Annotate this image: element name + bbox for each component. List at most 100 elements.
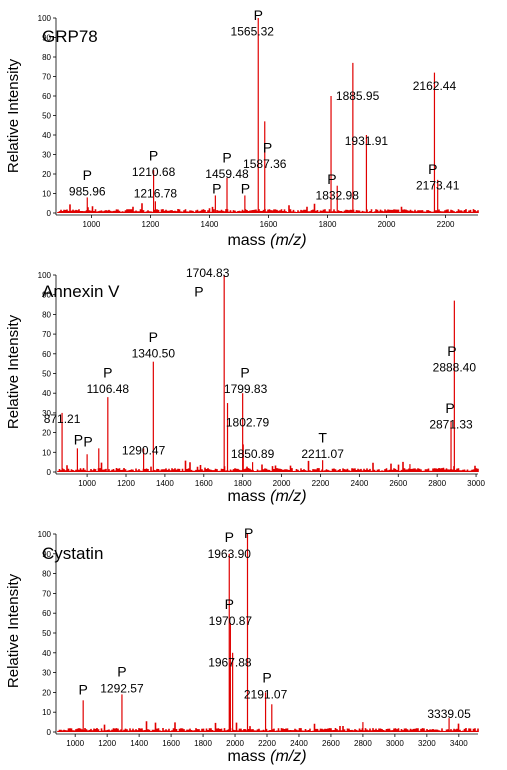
x-tick-label: 1600 — [195, 479, 213, 488]
peak-type-label: P — [445, 400, 454, 416]
panel-title: Annexin V — [42, 282, 120, 301]
x-tick-label: 1400 — [201, 220, 219, 229]
baseline-noise — [57, 721, 479, 732]
y-tick-label: 0 — [47, 468, 52, 477]
y-tick-label: 70 — [42, 73, 51, 82]
y-tick-label: 90 — [42, 550, 51, 559]
x-tick-label: 1400 — [130, 739, 148, 748]
spectrum-panel-3: 0 10 20 30 40 50 60 70 80 90 100 1000 1200 1400 1600 18… — [5, 525, 479, 765]
peak-type-label: P — [254, 7, 263, 23]
x-tick-label: 1400 — [156, 479, 174, 488]
x-tick-label: 1800 — [319, 220, 337, 229]
peak-mass-label: 2211.07 — [301, 447, 344, 461]
peak-mass-label: 1459.48 — [205, 167, 249, 181]
x-tick-label: 2000 — [378, 220, 396, 229]
y-axis-label: Relative Intensity — [5, 58, 22, 173]
peak-mass-label: 2888.40 — [433, 361, 477, 375]
peak-type-label: P — [212, 181, 221, 197]
peak-type-label: P — [103, 364, 112, 380]
x-tick-label: 1600 — [162, 739, 180, 748]
y-tick-label: 100 — [38, 530, 52, 539]
peak-mass-label: 985.96 — [69, 184, 106, 198]
peak-mass-label: 2871.33 — [429, 418, 473, 432]
baseline-noise — [57, 203, 479, 213]
x-tick-label: 2200 — [312, 479, 330, 488]
peak-mass-label: 1340.50 — [132, 347, 176, 361]
y-tick-label: 10 — [42, 448, 51, 457]
x-tick-label: 1600 — [260, 220, 278, 229]
x-tick-label: 1000 — [83, 220, 101, 229]
peak-mass-label: 2191.07 — [244, 687, 288, 701]
y-tick-label: 30 — [42, 151, 51, 160]
y-tick-label: 10 — [42, 190, 51, 199]
baseline-noise — [57, 460, 479, 472]
x-tick-label: 1200 — [98, 739, 116, 748]
y-tick-label: 90 — [42, 34, 51, 43]
x-tick-label: 3000 — [386, 739, 404, 748]
peak-mass-label: 871.21 — [44, 412, 81, 426]
y-tick-label: 80 — [42, 53, 51, 62]
peak-mass-label: 1970.87 — [209, 614, 253, 628]
peak-mass-label: 1210.68 — [132, 165, 176, 179]
x-tick-label: 3400 — [450, 739, 468, 748]
y-tick-label: 20 — [42, 688, 51, 697]
x-tick-label: 1200 — [142, 220, 160, 229]
peak-mass-label: 1967.88 — [208, 656, 252, 670]
y-tick-label: 0 — [47, 728, 52, 737]
x-tick-label: 2800 — [354, 739, 372, 748]
peak-type-label: P — [327, 171, 336, 187]
y-tick-label: 20 — [42, 170, 51, 179]
x-tick-label: 2200 — [258, 739, 276, 748]
peak-mass-label: 1106.48 — [87, 382, 130, 396]
peak-type-label: P — [83, 433, 92, 449]
y-tick-label: 50 — [42, 370, 51, 379]
peak-type-label: P — [263, 140, 272, 156]
peak-mass-label: 1292.57 — [100, 681, 144, 695]
peak-type-label: P — [149, 147, 158, 163]
y-tick-label: 100 — [38, 14, 52, 23]
peak-type-label: P — [74, 431, 83, 447]
panel-title: Cystatin — [42, 544, 103, 563]
y-tick-label: 60 — [42, 350, 51, 359]
peak-mass-label: 2173.41 — [416, 179, 460, 193]
x-tick-label: 2000 — [226, 739, 244, 748]
peak-mass-label: 1963.90 — [208, 547, 252, 561]
peak-type-label: P — [222, 149, 231, 165]
y-tick-label: 40 — [42, 131, 51, 140]
y-axis-label: Relative Intensity — [5, 573, 22, 688]
y-tick-label: 70 — [42, 589, 51, 598]
panel-title: GRP78 — [42, 27, 98, 46]
x-axis-label: mass (m/z) — [227, 748, 306, 765]
peak-type-label: P — [83, 167, 92, 183]
peak-type-label: P — [225, 529, 234, 545]
x-axis-label: mass (m/z) — [227, 488, 306, 505]
peak-type-label: P — [79, 681, 88, 697]
y-tick-label: 80 — [42, 570, 51, 579]
peak-type-label: P — [241, 181, 250, 197]
peak-type-label: P — [428, 161, 437, 177]
peak-mass-label: 1802.79 — [226, 416, 270, 430]
y-tick-label: 30 — [42, 669, 51, 678]
peak-mass-label: 1216.78 — [134, 186, 178, 200]
y-tick-label: 70 — [42, 330, 51, 339]
y-tick-label: 90 — [42, 291, 51, 300]
peak-type-label: P — [244, 525, 253, 541]
peak-type-label: T — [318, 429, 327, 445]
peak-mass-label: 1704.83 — [186, 266, 230, 280]
peak-type-label: P — [117, 664, 126, 680]
peak-mass-label: 1885.95 — [336, 89, 380, 103]
peak-mass-label: 1931.91 — [345, 134, 389, 148]
y-tick-label: 0 — [47, 209, 52, 218]
x-tick-label: 3200 — [418, 739, 436, 748]
y-tick-label: 20 — [42, 429, 51, 438]
x-tick-label: 2400 — [350, 479, 368, 488]
y-axis-label: Relative Intensity — [5, 314, 22, 429]
y-tick-label: 60 — [42, 609, 51, 618]
x-tick-label: 2400 — [290, 739, 308, 748]
x-tick-label: 1000 — [66, 739, 84, 748]
y-tick-label: 10 — [42, 708, 51, 717]
peak-type-label: P — [447, 343, 456, 359]
x-tick-label: 2600 — [322, 739, 340, 748]
peak-mass-label: 2162.44 — [413, 79, 457, 93]
